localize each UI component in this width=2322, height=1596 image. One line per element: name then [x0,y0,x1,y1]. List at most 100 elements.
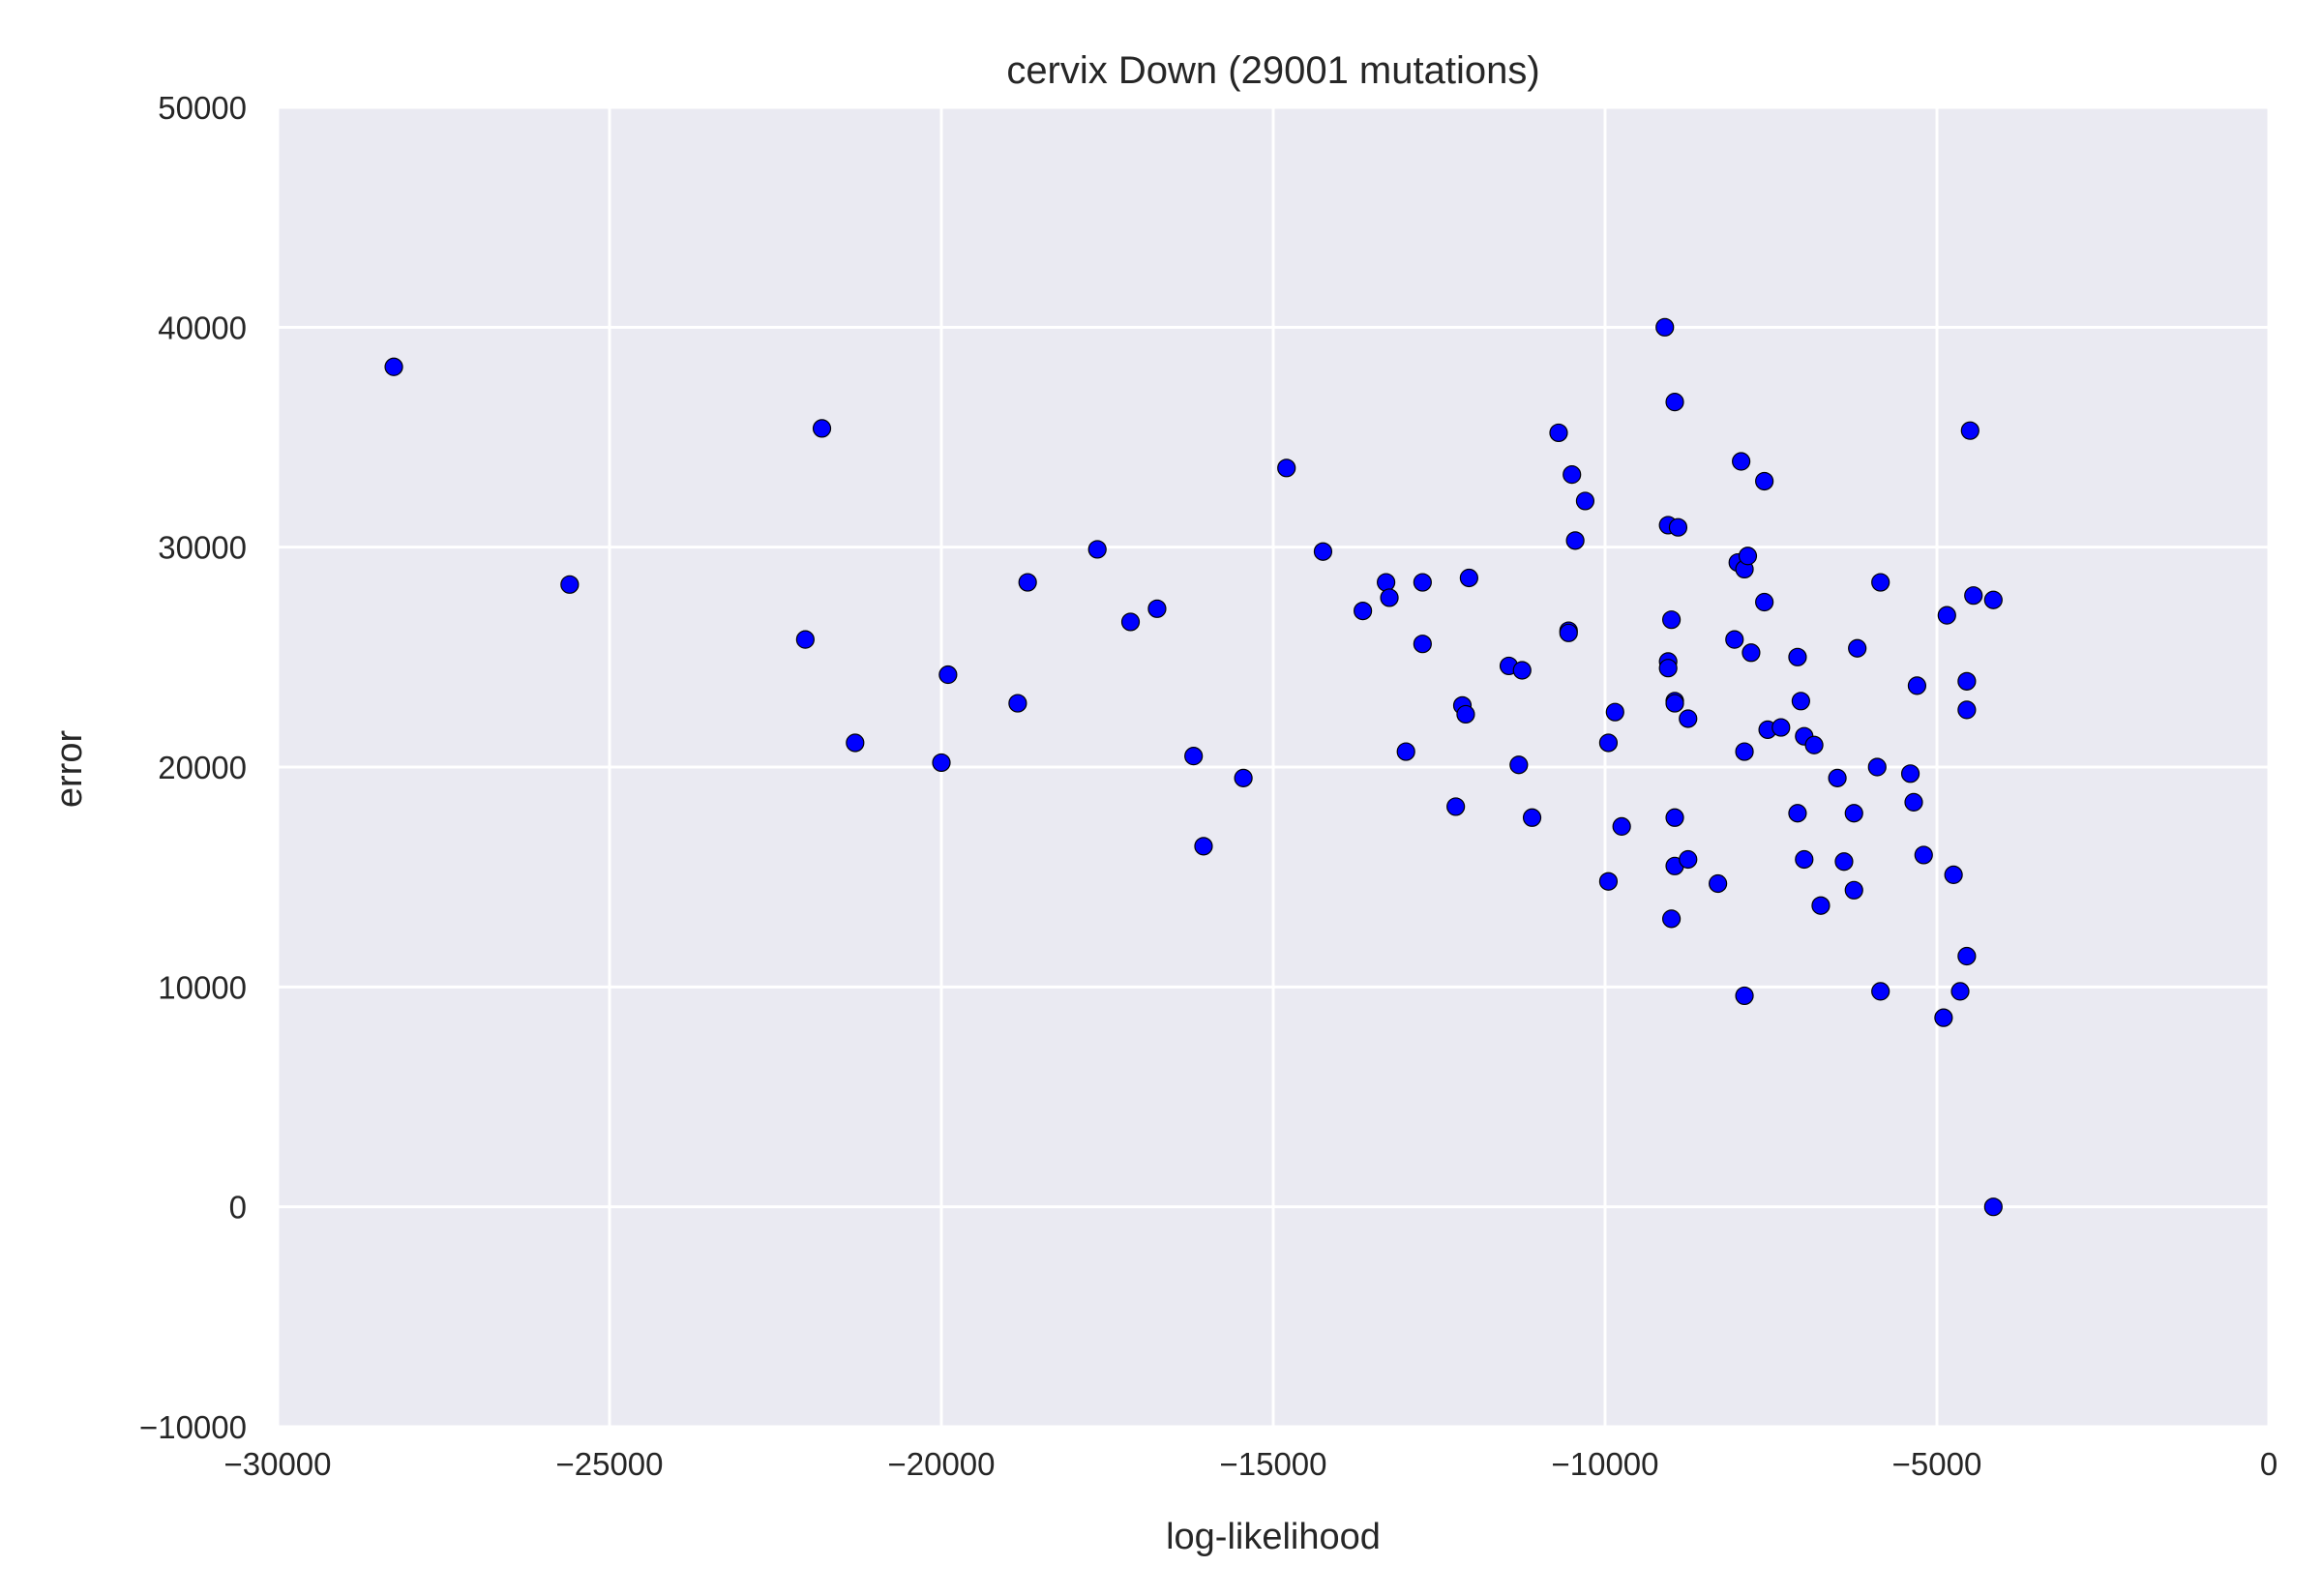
data-point [1665,393,1684,412]
data-point [1018,573,1037,592]
data-point [1184,747,1204,766]
data-point [1679,709,1698,728]
data-point [1459,568,1478,588]
data-point [1834,852,1854,872]
data-point [1983,1197,2003,1217]
data-point [1008,694,1027,713]
data-point [1665,694,1684,713]
data-point [1964,586,1983,606]
data-point [1234,768,1253,787]
data-point [1950,982,1970,1001]
data-point [1087,540,1107,559]
y-tick-label: 10000 [158,969,247,1005]
data-point [1795,849,1814,870]
data-point [1900,764,1920,783]
data-point [1354,601,1373,621]
data-point [1944,865,1963,884]
data-point [1738,547,1758,566]
data-point [1563,465,1582,485]
data-point [1575,491,1595,511]
y-axis-label: error [49,730,90,809]
data-point [938,665,958,685]
data-point [1661,909,1682,929]
data-point [1605,702,1624,722]
data-point [1313,542,1333,561]
data-point [1914,845,1933,865]
chart-title: cervix Down (29001 mutations) [1006,49,1539,92]
y-tick-label: 50000 [158,90,247,126]
data-point [1565,531,1585,550]
data-point [1194,837,1213,856]
data-points [384,317,2003,1217]
data-point [1804,735,1824,754]
y-tick-label: 20000 [158,750,247,785]
data-point [1456,704,1475,724]
data-point [1871,573,1890,592]
data-point [1380,588,1399,607]
y-tick-labels: −10000 0 10000 20000 30000 40000 50000 [139,90,247,1445]
x-tick-label: −15000 [1219,1446,1326,1482]
data-point [1788,647,1807,666]
data-point [1960,421,1980,440]
data-point [1661,610,1682,630]
y-tick-label: −10000 [139,1409,247,1445]
data-point [1377,573,1396,592]
x-tick-labels: −30000 −25000 −20000 −15000 −10000 −5000 0 [223,1446,2277,1482]
data-point [1446,797,1466,816]
data-point [1612,816,1631,836]
data-point [1844,880,1863,900]
y-tick-label: 40000 [158,310,247,345]
data-point [1957,946,1977,966]
x-tick-label: −5000 [1892,1446,1982,1482]
data-point [1755,592,1774,612]
data-point [1844,804,1863,823]
data-point [1396,742,1415,761]
data-point [846,733,865,753]
data-point [795,630,815,649]
data-point [1598,733,1619,753]
data-point [1509,755,1529,775]
data-point [1658,659,1678,678]
data-point [932,753,951,773]
data-point [1512,661,1532,680]
data-point [1811,896,1831,915]
data-point [1413,573,1432,592]
data-point [384,357,403,376]
data-point [1742,643,1761,663]
x-axis-label: log-likelihood [1166,1517,1381,1557]
data-point [1904,792,1923,812]
data-point [1522,808,1542,827]
data-point [1828,768,1847,787]
data-point [1983,590,2003,609]
data-point [1957,671,1977,691]
data-point [1665,808,1684,827]
data-point [1549,423,1568,443]
y-tick-label: 30000 [158,530,247,566]
data-point [1907,676,1927,695]
data-point [1679,849,1698,870]
data-point [560,575,580,594]
data-point [1277,458,1296,478]
x-tick-label: 0 [2260,1446,2277,1482]
data-point [1791,692,1810,711]
data-point [1937,606,1956,625]
data-point [1867,757,1887,777]
data-point [1559,623,1578,642]
data-point [1755,471,1774,491]
data-point [812,419,832,438]
data-point [1147,599,1167,618]
data-point [1848,638,1867,658]
data-point [1735,742,1754,761]
x-tick-label: −30000 [223,1446,331,1482]
x-tick-label: −10000 [1551,1446,1658,1482]
x-tick-label: −20000 [887,1446,995,1482]
data-point [1735,986,1754,1006]
data-point [1771,718,1791,737]
x-tick-label: −25000 [555,1446,663,1482]
data-point [1655,317,1675,337]
data-point [1598,872,1619,891]
data-point [1709,873,1728,894]
data-point [1732,452,1751,471]
data-point [1788,804,1807,823]
